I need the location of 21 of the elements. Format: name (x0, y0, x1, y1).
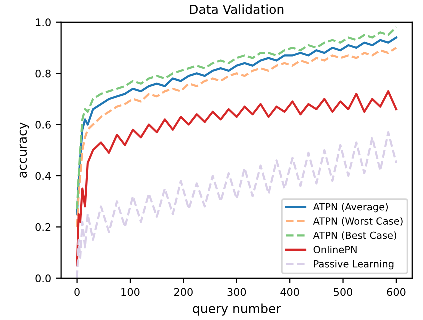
legend-label: ATPN (Best Case) (313, 232, 397, 240)
y-tick-label: 0.6 (36, 121, 51, 129)
x-tick-label: 500 (334, 288, 353, 296)
chart-title: Data Validation (190, 4, 284, 14)
y-tick-label: 0.0 (36, 274, 51, 283)
y-tick-label: 0.2 (36, 223, 51, 232)
legend-label: OnlinePN (314, 246, 357, 254)
x-tick-label: 200 (174, 288, 193, 296)
legend-label: Passive Learning (314, 260, 394, 270)
x-axis-title: query number (193, 304, 282, 316)
y-axis-title: accuracy (20, 122, 30, 178)
y-tick-label: 1.0 (36, 18, 51, 27)
x-tick-label: 100 (122, 288, 140, 296)
legend-label: ATPN (Worst Case) (313, 217, 403, 226)
y-tick-label: 0.4 (36, 172, 52, 180)
x-tick-label: 600 (387, 288, 406, 296)
x-tick-label: 400 (280, 288, 300, 296)
legend-label: ATPN (Average) (313, 203, 388, 213)
x-tick-label: 0 (74, 288, 80, 296)
x-tick-label: 300 (228, 288, 246, 296)
y-tick-label: 0.8 (36, 70, 51, 78)
